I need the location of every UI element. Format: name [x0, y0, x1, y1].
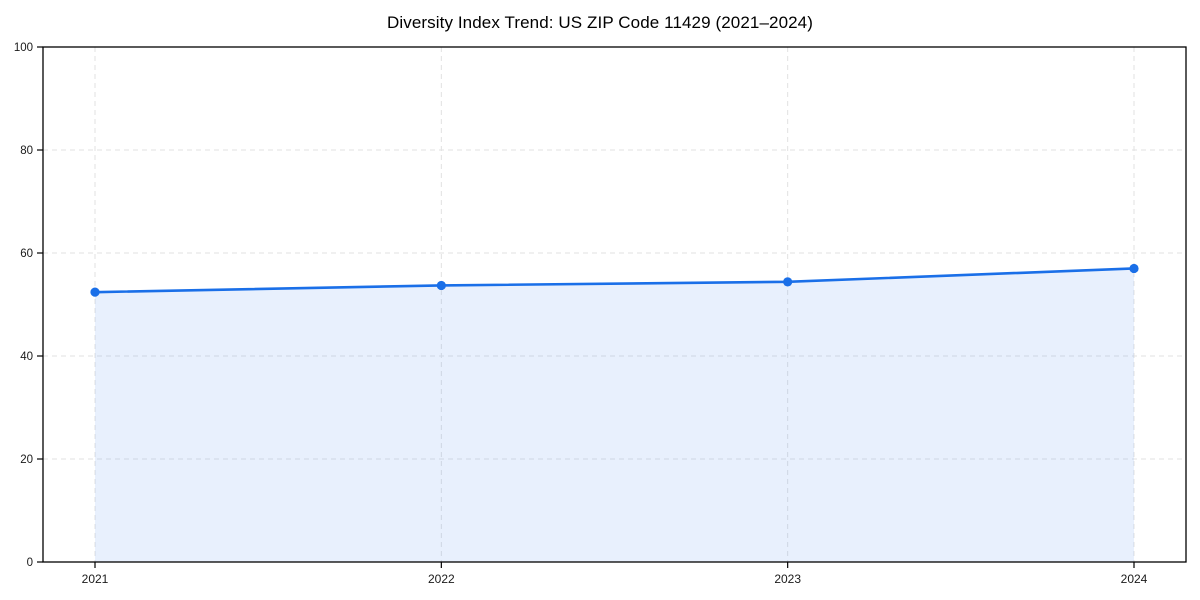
x-tick-label: 2021: [82, 572, 109, 586]
x-tick-label: 2024: [1121, 572, 1148, 586]
y-tick-label: 60: [20, 248, 33, 260]
x-tick-label: 2022: [428, 572, 455, 586]
chart-title: Diversity Index Trend: US ZIP Code 11429…: [386, 13, 814, 32]
data-point-2023: [783, 277, 793, 287]
y-tick-label: 80: [20, 145, 33, 157]
y-tick-label: 100: [14, 42, 33, 54]
axes-frame: [42, 46, 1187, 563]
x-tick-label: 2023: [774, 572, 801, 586]
trend-line: [93, 267, 1136, 294]
data-point-2022: [436, 280, 446, 291]
area-fill: [95, 268, 1134, 562]
y-tick-label: 20: [20, 454, 33, 466]
y-tick-label: 0: [27, 557, 33, 569]
y-tick-label: 40: [20, 351, 33, 363]
data-point-2024: [1129, 263, 1139, 274]
data-point-2021: [90, 287, 100, 297]
